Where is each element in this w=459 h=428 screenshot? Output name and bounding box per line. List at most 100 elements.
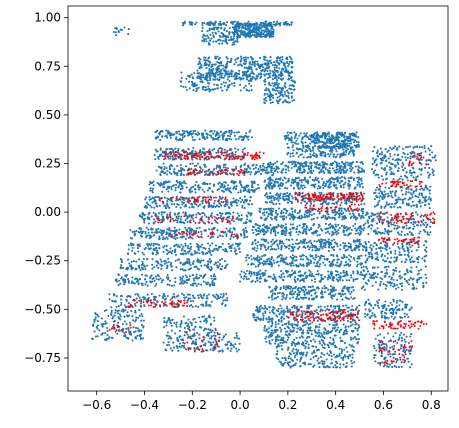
scatter-point bbox=[245, 22, 248, 25]
scatter-point bbox=[350, 146, 353, 149]
scatter-point bbox=[209, 130, 212, 133]
scatter-point bbox=[226, 187, 230, 190]
scatter-point bbox=[251, 71, 254, 75]
scatter-point bbox=[174, 219, 177, 222]
scatter-point bbox=[276, 166, 279, 169]
scatter-point bbox=[195, 203, 198, 206]
scatter-point bbox=[283, 93, 287, 96]
scatter-point bbox=[241, 77, 245, 80]
scatter-point bbox=[158, 294, 161, 297]
scatter-point bbox=[211, 88, 214, 91]
points-layer bbox=[91, 20, 437, 369]
scatter-point bbox=[288, 23, 291, 26]
scatter-point bbox=[196, 227, 199, 230]
scatter-point bbox=[209, 89, 212, 92]
scatter-point bbox=[304, 150, 307, 153]
scatter-point bbox=[191, 162, 194, 165]
scatter-point bbox=[336, 192, 339, 195]
scatter-point bbox=[223, 84, 226, 87]
scatter-point bbox=[243, 207, 246, 210]
scatter-point bbox=[333, 181, 336, 184]
scatter-point bbox=[140, 235, 143, 238]
scatter-point bbox=[263, 180, 266, 183]
scatter-point bbox=[151, 181, 154, 184]
scatter-point bbox=[352, 152, 355, 155]
scatter-point bbox=[207, 334, 210, 337]
scatter-point bbox=[254, 60, 257, 63]
scatter-point bbox=[224, 213, 227, 216]
scatter-point bbox=[169, 247, 172, 250]
scatter-point bbox=[171, 158, 174, 161]
scatter-point bbox=[210, 274, 213, 277]
scatter-point bbox=[269, 192, 272, 195]
scatter-point bbox=[300, 214, 303, 217]
scatter-point bbox=[264, 171, 267, 174]
scatter-point bbox=[235, 334, 238, 337]
scatter-point bbox=[221, 136, 224, 139]
scatter-point bbox=[231, 43, 234, 46]
scatter-point bbox=[173, 244, 176, 247]
scatter-point bbox=[230, 131, 233, 134]
scatter-point bbox=[126, 295, 129, 298]
scatter-point bbox=[192, 328, 195, 331]
scatter-point bbox=[173, 168, 176, 171]
scatter-point bbox=[253, 64, 256, 68]
scatter-point bbox=[247, 74, 250, 77]
scatter-point bbox=[215, 133, 218, 136]
scatter-point bbox=[247, 20, 250, 23]
scatter-point bbox=[308, 213, 311, 216]
scatter-point bbox=[259, 27, 263, 30]
scatter-point bbox=[190, 23, 193, 26]
scatter-point bbox=[154, 231, 157, 234]
scatter-point bbox=[253, 26, 256, 29]
scatter-point bbox=[253, 181, 256, 185]
scatter-point bbox=[156, 205, 159, 208]
scatter-point bbox=[179, 278, 182, 281]
scatter-point bbox=[158, 231, 161, 234]
scatter-point bbox=[334, 147, 337, 151]
scatter-point bbox=[271, 201, 274, 204]
scatter-point bbox=[338, 216, 341, 219]
scatter-point bbox=[198, 61, 201, 64]
scatter-point bbox=[190, 245, 193, 249]
scatter-point bbox=[359, 217, 362, 220]
scatter-point bbox=[328, 183, 331, 186]
scatter-point bbox=[123, 320, 127, 323]
scatter-point bbox=[253, 62, 256, 66]
scatter-point bbox=[292, 85, 295, 88]
scatter-point bbox=[154, 284, 157, 287]
scatter-point bbox=[250, 89, 253, 92]
scatter-point bbox=[141, 251, 144, 254]
scatter-point bbox=[207, 218, 210, 221]
scatter-point bbox=[165, 248, 168, 251]
scatter-point bbox=[212, 278, 215, 281]
scatter-point bbox=[310, 202, 313, 205]
scatter-point bbox=[176, 236, 179, 240]
scatter-point bbox=[233, 33, 236, 36]
scatter-point bbox=[171, 230, 175, 233]
scatter-point bbox=[303, 186, 307, 189]
scatter-point bbox=[239, 30, 242, 33]
scatter-point bbox=[153, 266, 156, 269]
scatter-point bbox=[291, 79, 294, 82]
scatter-point bbox=[157, 155, 160, 158]
scatter-point bbox=[230, 204, 233, 207]
scatter-point bbox=[210, 260, 213, 263]
scatter-point bbox=[282, 211, 285, 214]
scatter-point bbox=[287, 195, 290, 198]
scatter-point bbox=[210, 337, 213, 340]
scatter-point bbox=[236, 148, 240, 151]
scatter-point bbox=[213, 334, 216, 337]
scatter-point bbox=[117, 279, 121, 282]
scatter-point bbox=[191, 149, 194, 153]
scatter-point bbox=[215, 247, 218, 250]
scatter-point bbox=[252, 190, 255, 193]
scatter-point bbox=[310, 167, 313, 170]
scatter-point bbox=[160, 167, 163, 170]
scatter-point bbox=[324, 151, 327, 155]
scatter-point bbox=[259, 22, 262, 25]
scatter-point bbox=[189, 191, 192, 194]
scatter-point bbox=[119, 267, 122, 270]
scatter-point bbox=[340, 213, 343, 216]
scatter-point bbox=[136, 243, 139, 246]
